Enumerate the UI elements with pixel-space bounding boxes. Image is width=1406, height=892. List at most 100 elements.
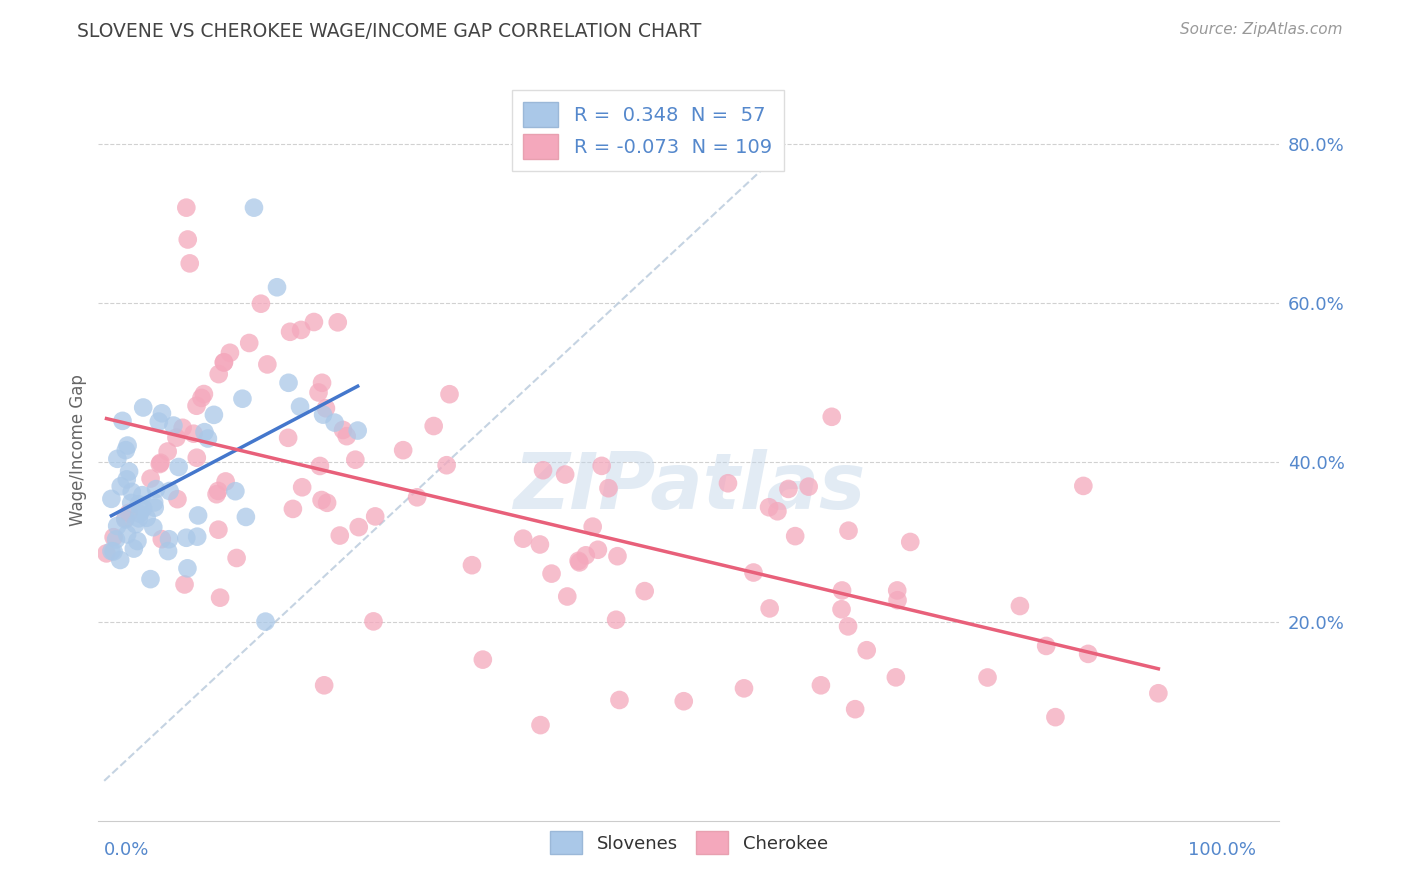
Point	[609, 693, 631, 707]
Point	[145, 482, 167, 496]
Point	[150, 406, 173, 420]
Point	[884, 670, 907, 684]
Point	[118, 465, 141, 479]
Point	[336, 429, 359, 443]
Point	[277, 376, 299, 390]
Point	[634, 584, 657, 599]
Point	[529, 537, 551, 551]
Y-axis label: Wage/Income Gap: Wage/Income Gap	[69, 375, 87, 526]
Point	[148, 415, 170, 429]
Point	[323, 416, 346, 430]
Point	[115, 527, 138, 541]
Point	[193, 387, 215, 401]
Point	[225, 551, 247, 566]
Point	[898, 535, 921, 549]
Point	[1008, 599, 1031, 613]
Point	[103, 530, 125, 544]
Point	[207, 483, 229, 498]
Point	[976, 671, 998, 685]
Point	[139, 572, 162, 586]
Legend: Slovenes, Cherokee: Slovenes, Cherokee	[541, 822, 837, 863]
Point	[290, 323, 312, 337]
Point	[785, 529, 807, 543]
Point	[540, 566, 562, 581]
Point	[436, 458, 458, 473]
Point	[186, 530, 208, 544]
Point	[207, 523, 229, 537]
Point	[1077, 647, 1099, 661]
Point	[797, 480, 820, 494]
Point	[156, 444, 179, 458]
Point	[100, 491, 122, 506]
Point	[471, 652, 494, 666]
Point	[127, 534, 149, 549]
Point	[568, 555, 591, 569]
Point	[316, 496, 339, 510]
Point	[219, 345, 242, 359]
Point	[165, 431, 187, 445]
Point	[105, 451, 128, 466]
Point	[128, 511, 150, 525]
Point	[110, 479, 132, 493]
Point	[672, 694, 695, 708]
Point	[302, 315, 325, 329]
Point	[212, 355, 235, 369]
Point	[344, 452, 367, 467]
Point	[291, 480, 314, 494]
Point	[197, 432, 219, 446]
Point	[575, 549, 598, 563]
Point	[128, 507, 150, 521]
Point	[605, 613, 627, 627]
Point	[250, 296, 273, 310]
Point	[461, 558, 484, 573]
Point	[114, 443, 136, 458]
Text: 100.0%: 100.0%	[1188, 840, 1257, 858]
Point	[111, 414, 134, 428]
Point	[831, 583, 853, 598]
Point	[149, 457, 172, 471]
Point	[183, 426, 205, 441]
Point	[105, 533, 128, 547]
Point	[311, 493, 333, 508]
Point	[157, 533, 180, 547]
Point	[742, 566, 765, 580]
Point	[311, 376, 333, 390]
Point	[205, 487, 228, 501]
Point	[162, 418, 184, 433]
Point	[555, 590, 578, 604]
Point	[529, 718, 551, 732]
Text: ZIPatlas: ZIPatlas	[513, 450, 865, 525]
Point	[139, 472, 162, 486]
Point	[231, 392, 253, 406]
Point	[172, 421, 194, 435]
Point	[332, 423, 354, 437]
Point	[758, 500, 780, 515]
Point	[531, 463, 554, 477]
Point	[591, 458, 613, 473]
Point	[778, 482, 800, 496]
Point	[132, 401, 155, 415]
Point	[277, 431, 299, 445]
Point	[266, 280, 288, 294]
Point	[108, 553, 131, 567]
Text: 0.0%: 0.0%	[104, 840, 149, 858]
Point	[159, 483, 181, 498]
Point	[103, 544, 125, 558]
Point	[114, 511, 136, 525]
Point	[886, 593, 908, 607]
Point	[288, 400, 311, 414]
Text: SLOVENE VS CHEROKEE WAGE/INCOME GAP CORRELATION CHART: SLOVENE VS CHEROKEE WAGE/INCOME GAP CORR…	[77, 22, 702, 41]
Point	[439, 387, 461, 401]
Point	[1073, 479, 1095, 493]
Point	[758, 601, 780, 615]
Point	[135, 510, 157, 524]
Point	[717, 476, 740, 491]
Point	[315, 401, 337, 416]
Point	[114, 512, 136, 526]
Point	[512, 532, 534, 546]
Point	[173, 577, 195, 591]
Point	[176, 531, 198, 545]
Point	[582, 519, 605, 533]
Point	[886, 583, 908, 598]
Point	[1045, 710, 1067, 724]
